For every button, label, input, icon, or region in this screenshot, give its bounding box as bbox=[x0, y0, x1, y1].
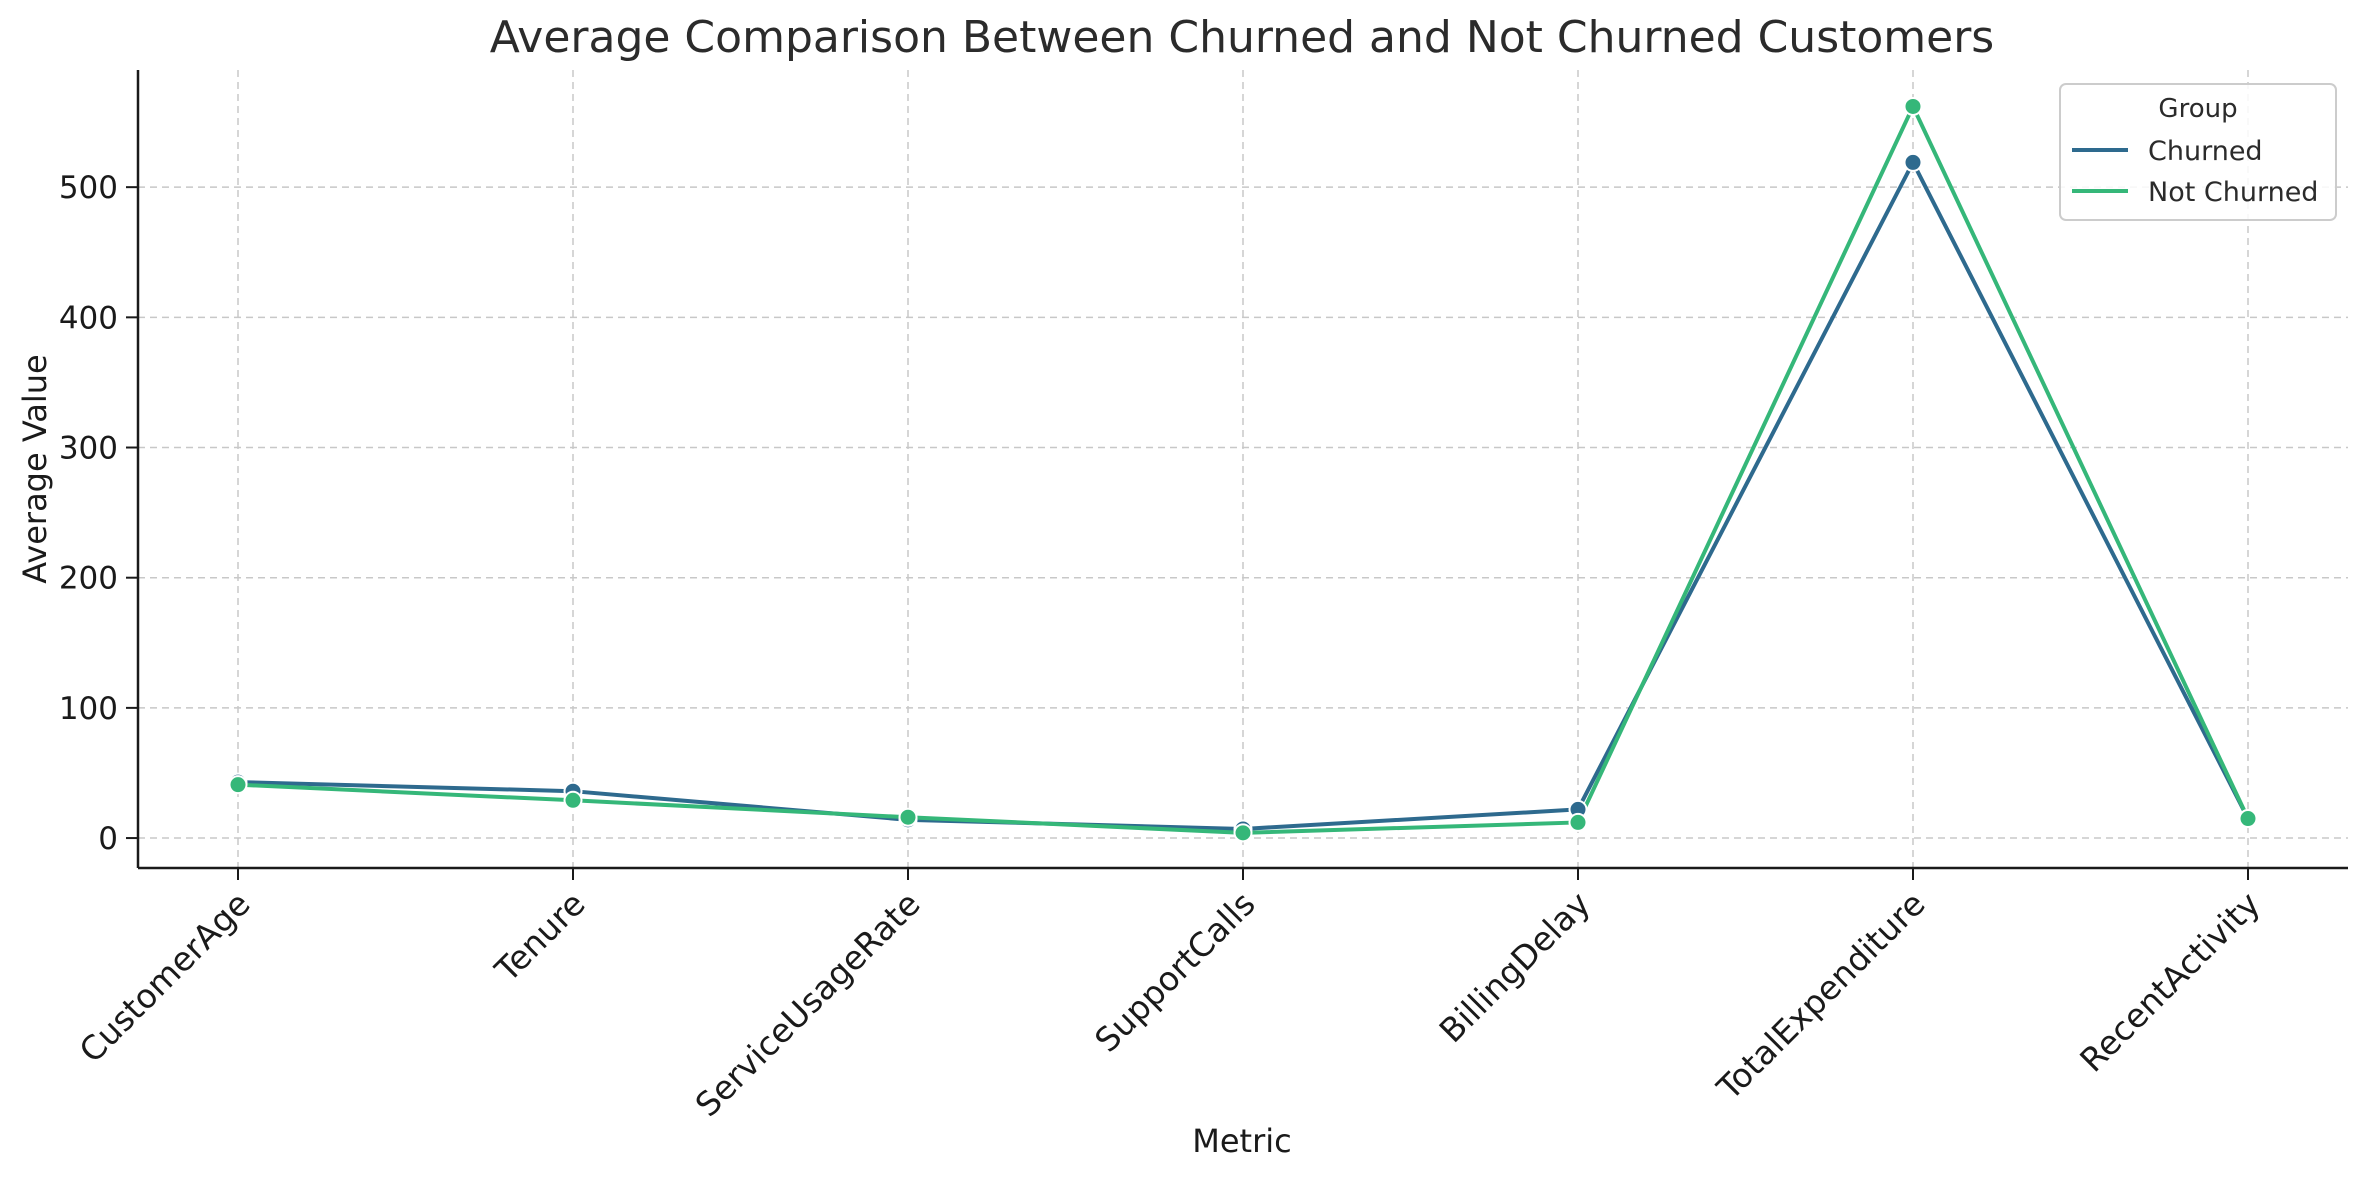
y-tick-label: 200 bbox=[59, 561, 118, 597]
y-tick-label: 400 bbox=[59, 300, 118, 336]
axes bbox=[126, 70, 2348, 880]
data-point bbox=[1233, 823, 1253, 843]
data-point bbox=[1568, 812, 1588, 832]
x-tick-label: SupportCalls bbox=[1087, 884, 1263, 1060]
legend: Group Churned Not Churned bbox=[2059, 83, 2337, 221]
data-point bbox=[563, 790, 583, 810]
data-point bbox=[2238, 809, 2258, 829]
x-axis-label: Metric bbox=[1192, 1122, 1291, 1160]
x-tick-label: Tenure bbox=[487, 884, 593, 990]
legend-label: Not Churned bbox=[2148, 177, 2318, 208]
x-tick-label: ServiceUsageRate bbox=[688, 884, 928, 1124]
x-tick-label: CustomerAge bbox=[72, 884, 258, 1070]
legend-box bbox=[2059, 83, 2337, 221]
data-point bbox=[1903, 152, 1923, 172]
chart-title: Average Comparison Between Churned and N… bbox=[490, 12, 1994, 63]
chart-text: Average Comparison Between Churned and N… bbox=[16, 12, 2268, 1160]
x-tick-label: RecentActivity bbox=[2072, 884, 2267, 1079]
grid bbox=[138, 70, 2348, 868]
x-tick-label: TotalExpenditure bbox=[1709, 884, 1933, 1108]
legend-title: Group bbox=[2158, 94, 2237, 124]
data-point bbox=[1903, 96, 1923, 116]
y-tick-label: 300 bbox=[59, 431, 118, 467]
data-point bbox=[228, 775, 248, 795]
data-point bbox=[898, 807, 918, 827]
series-lines bbox=[228, 96, 2258, 843]
legend-label: Churned bbox=[2148, 136, 2263, 167]
x-tick-label: BillingDelay bbox=[1432, 884, 1598, 1050]
y-tick-label: 100 bbox=[59, 691, 118, 727]
y-tick-label: 0 bbox=[98, 821, 118, 857]
y-tick-label: 500 bbox=[59, 170, 118, 206]
y-axis-label: Average Value bbox=[16, 354, 54, 583]
